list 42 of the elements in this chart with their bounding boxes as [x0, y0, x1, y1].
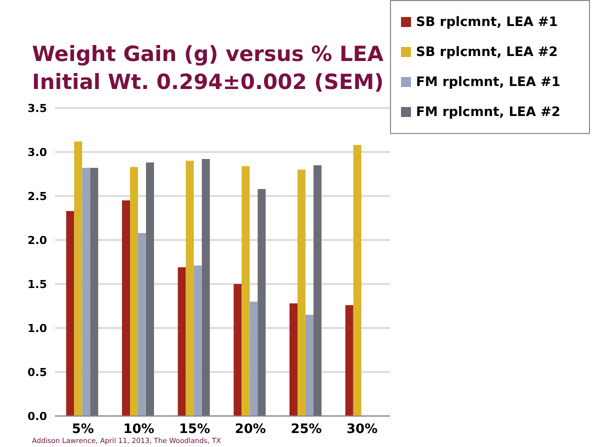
x-tick-label: 10%: [123, 422, 154, 438]
legend-label: FM rplcmnt, LEA #1: [416, 74, 560, 90]
bar: [122, 200, 130, 416]
bar: [306, 314, 314, 416]
y-tick-label: 1.0: [28, 322, 48, 335]
chart-subtitle: Initial Wt. 0.294±0.002 (SEM): [32, 70, 384, 94]
x-tick-label: 5%: [72, 422, 94, 438]
bar: [234, 284, 242, 416]
x-tick-label: 15%: [179, 422, 210, 438]
legend-label: FM rplcmnt, LEA #2: [416, 104, 560, 120]
bar: [74, 141, 82, 416]
y-tick-label: 2.5: [28, 190, 47, 203]
bar: [298, 170, 306, 416]
y-tick-label: 3.0: [28, 146, 48, 159]
x-tick-label: 25%: [290, 422, 322, 438]
bar: [178, 267, 186, 416]
bar: [138, 232, 146, 416]
bar: [82, 168, 90, 416]
bar: [146, 162, 154, 416]
bar: [242, 166, 250, 416]
x-tick-label: 30%: [346, 422, 378, 438]
bar: [194, 266, 202, 416]
bar: [66, 210, 74, 416]
y-tick-label: 2.0: [28, 234, 48, 247]
y-tick-label: 3.5: [28, 102, 47, 115]
legend-label: SB rplcmnt, LEA #2: [416, 44, 558, 60]
bar: [250, 302, 258, 416]
bar: [258, 188, 266, 416]
y-tick-label: 0.5: [28, 366, 47, 379]
legend-label: SB rplcmnt, LEA #1: [416, 14, 558, 30]
bar: [290, 303, 298, 416]
bar: [186, 160, 194, 416]
y-tick-label: 0.0: [28, 410, 48, 423]
bar: [202, 159, 210, 416]
y-tick-label: 1.5: [28, 278, 47, 291]
bar: [353, 144, 362, 416]
bar: [314, 165, 322, 416]
bar: [130, 166, 138, 416]
bar: [90, 168, 98, 416]
bar: [345, 305, 354, 416]
chart-title: Weight Gain (g) versus % LEA: [32, 42, 384, 66]
x-tick-label: 20%: [234, 422, 266, 438]
